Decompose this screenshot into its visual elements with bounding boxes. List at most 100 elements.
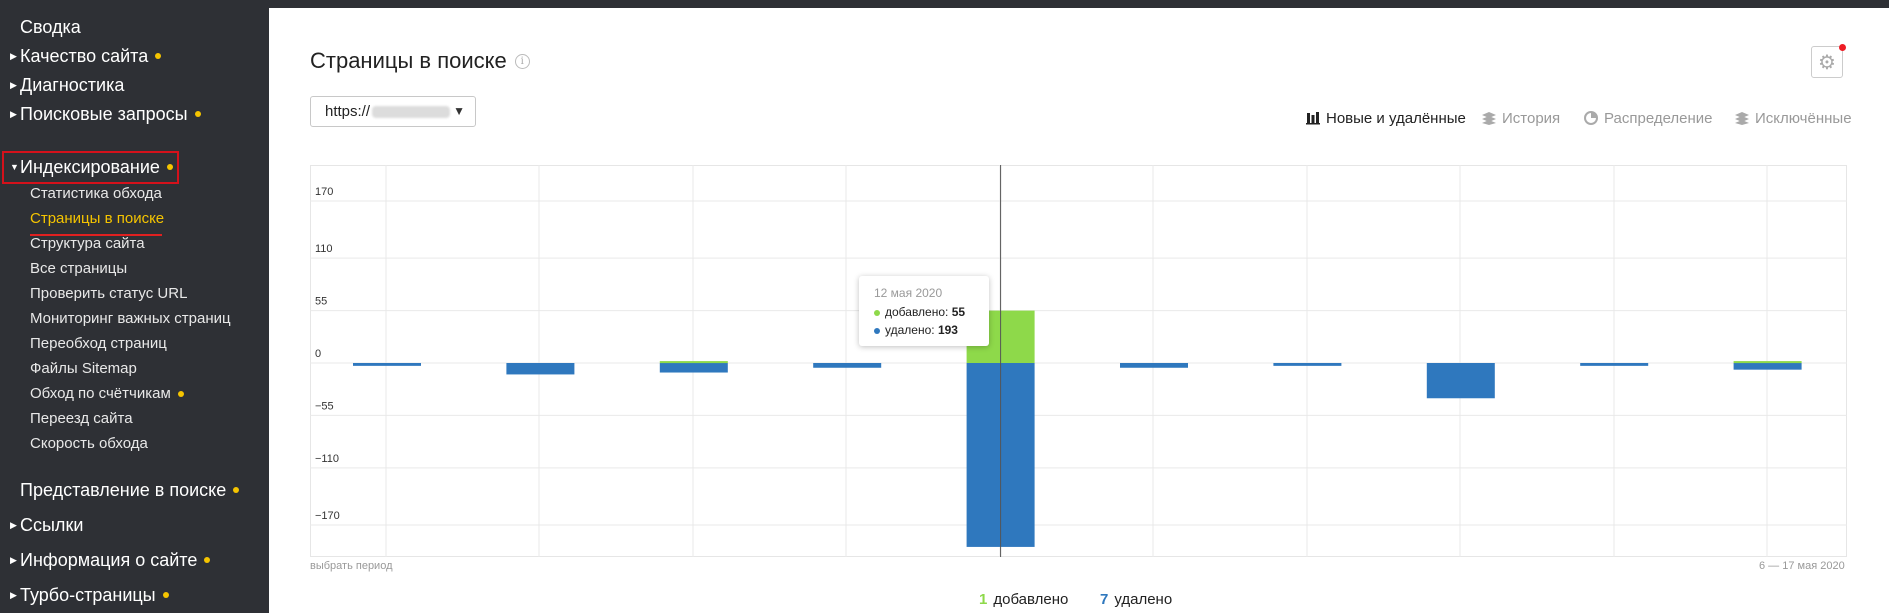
- sidebar-item-label: Сводка: [20, 16, 81, 37]
- bar-chart-icon: [1306, 112, 1320, 125]
- sidebar-subitem-site-structure[interactable]: Структура сайта: [30, 235, 145, 252]
- legend-removed-count: 7: [1100, 591, 1109, 608]
- removed-dot-icon: [874, 327, 880, 334]
- gear-icon: ⚙: [1818, 51, 1836, 74]
- bar-removed: [1120, 363, 1188, 368]
- sidebar-item-label: Поисковые запросы: [20, 103, 188, 124]
- bar-removed: [506, 363, 575, 375]
- settings-button[interactable]: ⚙: [1811, 46, 1843, 78]
- notification-dot: [166, 164, 173, 170]
- y-tick-label: −170: [315, 510, 340, 522]
- sidebar-item-indexing[interactable]: ▼ Индексирование: [10, 152, 173, 182]
- info-icon[interactable]: i: [514, 53, 530, 69]
- notification-dot: [204, 557, 211, 563]
- bar-removed: [1426, 363, 1495, 399]
- sidebar-subitem-recrawl[interactable]: Переобход страниц: [30, 335, 167, 352]
- caret-right-icon: ▶: [10, 108, 17, 119]
- y-tick-label: 0: [315, 348, 321, 360]
- tooltip-removed-value: 193: [937, 323, 958, 337]
- host-prefix: https://: [325, 103, 371, 120]
- sidebar-item-search-appearance[interactable]: Представление в поиске: [10, 475, 240, 505]
- notification-dot: [194, 111, 201, 117]
- tooltip-added-label: добавлено:: [885, 305, 949, 319]
- date-range-label: 6 — 17 мая 2020: [1759, 560, 1845, 572]
- tab-new-and-removed[interactable]: Новые и удалённые: [1306, 108, 1466, 128]
- tab-label: Новые и удалённые: [1326, 109, 1466, 127]
- caret-right-icon: ▶: [10, 589, 17, 600]
- pie-chart-icon: [1584, 111, 1598, 125]
- select-period-link[interactable]: выбрать период: [310, 560, 393, 572]
- notification-dot: [177, 391, 184, 398]
- main-panel: Страницы в поиске i ⚙ https:// ▼ Новые и…: [269, 8, 1889, 613]
- sidebar-item-label: Турбо-страницы: [20, 584, 156, 605]
- caret-down-icon: ▼: [10, 162, 19, 172]
- tooltip-date: 12 мая 2020: [874, 286, 943, 300]
- sidebar-subitem-check-url[interactable]: Проверить статус URL: [30, 285, 188, 302]
- sidebar-subitem-crawl-rate[interactable]: Скорость обхода: [30, 435, 148, 452]
- y-tick-label: 110: [315, 243, 333, 255]
- legend-removed[interactable]: 7 удалено: [1100, 591, 1172, 608]
- sidebar-subitem-sitemap[interactable]: Файлы Sitemap: [30, 360, 137, 377]
- sidebar-subitem-all-pages[interactable]: Все страницы: [30, 260, 128, 277]
- chart-tooltip: 12 мая 2020 добавлено: 55 удалено: 193: [859, 276, 989, 346]
- sidebar-subitem-site-move[interactable]: Переезд сайта: [30, 410, 133, 427]
- sidebar-item-diagnostics[interactable]: ▶ Диагностика: [10, 70, 124, 100]
- tooltip-added-value: 55: [951, 305, 966, 319]
- sidebar-item-label: Диагностика: [20, 74, 125, 95]
- caret-right-icon: ▶: [10, 50, 17, 61]
- active-underline: [30, 234, 162, 236]
- y-tick-label: 55: [315, 296, 327, 308]
- bar-removed: [353, 363, 421, 366]
- sidebar-item-label: Информация о сайте: [20, 549, 198, 570]
- page-title: Страницы в поиске i: [310, 48, 530, 74]
- y-tick-label: −55: [315, 400, 334, 412]
- y-tick-label: 170: [315, 186, 333, 198]
- sidebar-subitem-counter-crawl[interactable]: Обход по счётчикам: [30, 383, 184, 405]
- tab-excluded[interactable]: Исключённые: [1735, 108, 1852, 128]
- legend-added[interactable]: 1 добавлено: [979, 591, 1068, 608]
- sidebar-item-summary[interactable]: Сводка: [10, 12, 81, 42]
- tab-label: Исключённые: [1755, 109, 1852, 127]
- legend-added-count: 1: [979, 591, 988, 608]
- sidebar: Сводка ▶ Качество сайта ▶ Диагностика ▶ …: [0, 0, 269, 613]
- tab-history[interactable]: История: [1482, 108, 1560, 128]
- sidebar-item-turbo-pages[interactable]: ▶ Турбо-страницы: [10, 580, 169, 610]
- page-title-text: Страницы в поиске: [310, 48, 507, 73]
- sidebar-subitem-crawl-stats[interactable]: Статистика обхода: [30, 185, 162, 202]
- caret-right-icon: ▶: [10, 79, 17, 90]
- notification-dot: [155, 53, 162, 59]
- tab-label: История: [1502, 109, 1561, 127]
- sidebar-item-site-info[interactable]: ▶ Информация о сайте: [10, 545, 211, 575]
- host-select[interactable]: https:// ▼: [310, 96, 476, 127]
- y-tick-label: −110: [315, 453, 339, 465]
- tab-label: Распределение: [1604, 109, 1713, 127]
- sidebar-subitem-monitoring[interactable]: Мониторинг важных страниц: [30, 310, 231, 327]
- sidebar-item-label: Ссылки: [20, 514, 84, 535]
- bar-removed: [1273, 363, 1342, 366]
- notification-dot: [162, 592, 169, 598]
- sidebar-item-label: Индексирование: [20, 156, 160, 177]
- bar-removed: [813, 363, 882, 368]
- tooltip-removed-row: удалено: 193: [874, 323, 958, 337]
- bar-removed: [1733, 363, 1802, 370]
- tab-distribution[interactable]: Распределение: [1584, 108, 1713, 128]
- legend-added-label: добавлено: [993, 591, 1069, 608]
- bar-added: [1733, 361, 1802, 364]
- notification-dot: [233, 487, 240, 493]
- tooltip-removed-label: удалено:: [885, 323, 935, 337]
- bar-removed: [1580, 363, 1649, 366]
- sidebar-item-label: Представление в поиске: [20, 479, 227, 500]
- legend-removed-label: удалено: [1114, 591, 1173, 608]
- sidebar-item-site-quality[interactable]: ▶ Качество сайта: [10, 41, 162, 71]
- highlight-box: [2, 151, 179, 184]
- sidebar-item-search-queries[interactable]: ▶ Поисковые запросы: [10, 99, 201, 129]
- sidebar-subitem-pages-in-search[interactable]: Страницы в поиске: [30, 210, 165, 227]
- stack-icon: [1482, 112, 1496, 125]
- host-redacted: [372, 105, 451, 118]
- notification-dot: [1839, 44, 1846, 51]
- stack-icon: [1735, 112, 1749, 125]
- tooltip-added-row: добавлено: 55: [874, 305, 965, 319]
- sidebar-subitem-label: Обход по счётчикам: [30, 385, 171, 402]
- sidebar-item-links[interactable]: ▶ Ссылки: [10, 510, 83, 540]
